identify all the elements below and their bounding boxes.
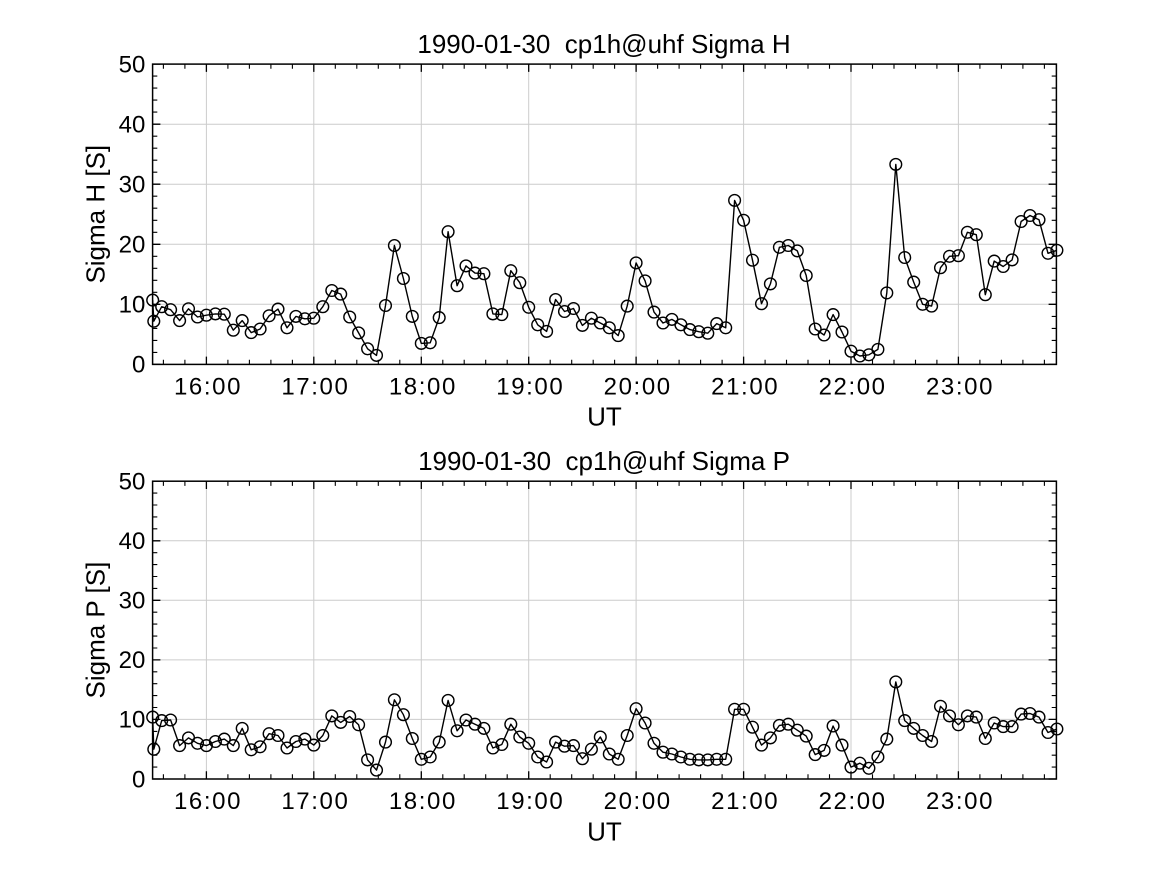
svg-text:Sigma P [S]: Sigma P [S] (81, 562, 111, 699)
svg-text:23:00: 23:00 (926, 374, 994, 401)
svg-text:18:00: 18:00 (389, 374, 457, 401)
svg-text:21:00: 21:00 (711, 374, 779, 401)
svg-text:17:00: 17:00 (281, 788, 349, 815)
svg-text:20: 20 (119, 647, 146, 674)
svg-text:16:00: 16:00 (174, 788, 242, 815)
svg-text:UT: UT (587, 816, 622, 846)
svg-text:50: 50 (119, 469, 146, 496)
svg-text:19:00: 19:00 (496, 374, 564, 401)
svg-text:0: 0 (132, 352, 145, 379)
svg-text:10: 10 (119, 707, 146, 734)
svg-text:20:00: 20:00 (604, 374, 672, 401)
svg-text:20:00: 20:00 (604, 788, 672, 815)
svg-text:50: 50 (119, 51, 146, 78)
svg-text:19:00: 19:00 (496, 788, 564, 815)
svg-text:Sigma H [S]: Sigma H [S] (81, 145, 111, 284)
svg-text:10: 10 (119, 292, 146, 319)
svg-text:17:00: 17:00 (281, 374, 349, 401)
svg-text:30: 30 (119, 172, 146, 199)
svg-text:30: 30 (119, 588, 146, 615)
svg-text:40: 40 (119, 528, 146, 555)
svg-text:21:00: 21:00 (711, 788, 779, 815)
svg-text:18:00: 18:00 (389, 788, 457, 815)
svg-text:20: 20 (119, 232, 146, 259)
svg-text:16:00: 16:00 (174, 374, 242, 401)
svg-text:22:00: 22:00 (819, 374, 887, 401)
svg-text:1990-01-30 cp1h@uhf Sigma H: 1990-01-30 cp1h@uhf Sigma H (417, 29, 790, 59)
svg-text:23:00: 23:00 (926, 788, 994, 815)
svg-text:0: 0 (132, 766, 145, 793)
svg-text:22:00: 22:00 (819, 788, 887, 815)
svg-text:UT: UT (587, 402, 622, 432)
svg-text:1990-01-30 cp1h@uhf Sigma P: 1990-01-30 cp1h@uhf Sigma P (418, 446, 790, 476)
svg-text:40: 40 (119, 112, 146, 139)
